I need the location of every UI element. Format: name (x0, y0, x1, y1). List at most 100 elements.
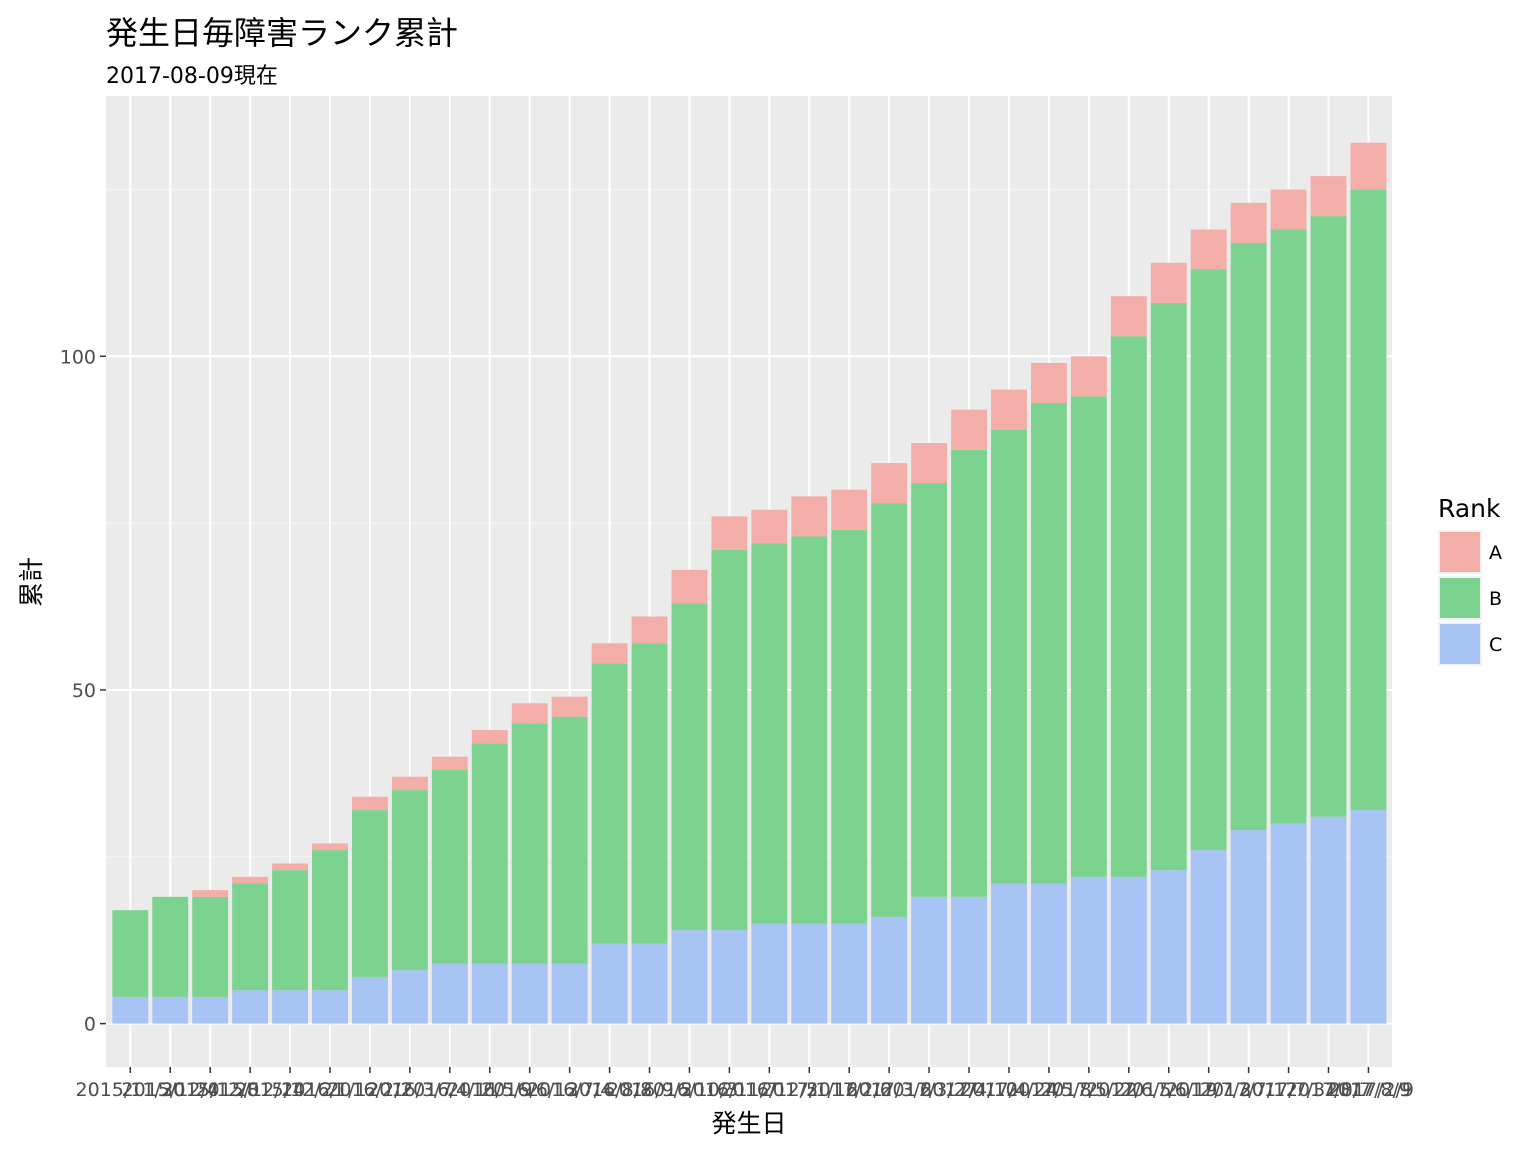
bar-c-13 (592, 944, 628, 1024)
legend-label-a: A (1489, 542, 1502, 564)
y-tick-label: 0 (84, 1014, 96, 1036)
bar-a-17 (751, 510, 787, 543)
bar-a-12 (552, 697, 588, 717)
bar-c-4 (232, 990, 268, 1023)
bar-b-29 (1231, 243, 1267, 830)
bar-a-18 (791, 496, 827, 536)
bar-b-22 (951, 450, 987, 897)
bar-b-27 (1151, 303, 1187, 870)
bar-b-12 (552, 717, 588, 964)
bar-c-19 (831, 924, 867, 1024)
bar-b-17 (751, 543, 787, 923)
bar-c-25 (1071, 877, 1107, 1024)
bar-c-17 (751, 924, 787, 1024)
bar-c-20 (871, 917, 907, 1024)
bar-c-14 (632, 944, 668, 1024)
bar-b-13 (592, 663, 628, 943)
legend-key-b (1440, 578, 1480, 618)
bar-b-32 (1350, 189, 1386, 810)
bar-c-11 (512, 964, 548, 1024)
bar-a-26 (1111, 296, 1147, 336)
x-axis-title: 発生日 (711, 1109, 786, 1138)
bar-a-23 (991, 390, 1027, 430)
bar-b-1 (112, 910, 148, 997)
bar-b-3 (192, 897, 228, 997)
bar-b-19 (831, 530, 867, 924)
bar-a-10 (472, 730, 508, 743)
bar-a-22 (951, 410, 987, 450)
bar-a-6 (312, 843, 348, 850)
bar-c-31 (1311, 817, 1347, 1024)
bar-c-15 (672, 930, 708, 1023)
x-axis: 2015/11/302015/12/42015/12/82015/12/1420… (76, 1067, 1414, 1101)
bar-a-25 (1071, 356, 1107, 396)
bar-c-24 (1031, 883, 1067, 1023)
bar-c-29 (1231, 830, 1267, 1024)
bar-c-23 (991, 883, 1027, 1023)
bar-c-6 (312, 990, 348, 1023)
bar-a-3 (192, 890, 228, 897)
bar-a-24 (1031, 363, 1067, 403)
legend-key-a (1440, 532, 1480, 572)
bar-a-32 (1350, 143, 1386, 190)
legend: Rank A B C (1438, 494, 1502, 666)
bar-c-12 (552, 964, 588, 1024)
legend-label-b: B (1489, 588, 1502, 610)
bar-b-14 (632, 643, 668, 943)
bar-b-8 (392, 790, 428, 970)
bar-a-31 (1311, 176, 1347, 216)
bar-b-4 (232, 883, 268, 990)
bar-a-27 (1151, 263, 1187, 303)
bar-c-16 (711, 930, 747, 1023)
bar-b-23 (991, 430, 1027, 884)
bar-b-11 (512, 723, 548, 963)
bar-a-4 (232, 877, 268, 884)
bar-c-5 (272, 990, 308, 1023)
bar-b-5 (272, 870, 308, 990)
bar-c-1 (112, 997, 148, 1024)
bar-a-8 (392, 777, 428, 790)
bar-c-9 (432, 964, 468, 1024)
bar-a-16 (711, 516, 747, 549)
bar-c-30 (1271, 823, 1307, 1023)
bar-b-18 (791, 536, 827, 923)
x-tick-label-visible: 2017/2/9 (1329, 1079, 1414, 1101)
bar-c-28 (1191, 850, 1227, 1024)
bar-b-25 (1071, 396, 1107, 876)
bar-c-21 (911, 897, 947, 1024)
bar-b-30 (1271, 229, 1307, 823)
bar-c-32 (1350, 810, 1386, 1024)
bar-a-15 (672, 570, 708, 603)
bar-a-20 (871, 463, 907, 503)
bar-b-2 (152, 897, 188, 997)
bar-b-10 (472, 743, 508, 963)
bar-a-29 (1231, 203, 1267, 243)
bar-b-16 (711, 550, 747, 930)
bar-b-21 (911, 483, 947, 897)
bar-a-11 (512, 703, 548, 723)
bar-a-28 (1191, 229, 1227, 269)
legend-key-c (1440, 624, 1480, 664)
y-tick-label: 100 (60, 346, 96, 368)
bar-c-26 (1111, 877, 1147, 1024)
bar-c-22 (951, 897, 987, 1024)
bar-a-14 (632, 617, 668, 644)
bar-a-19 (831, 490, 867, 530)
bar-a-7 (352, 797, 388, 810)
bar-b-26 (1111, 336, 1147, 877)
y-axis: 0 50 100 (60, 346, 106, 1035)
bar-b-20 (871, 503, 907, 917)
bar-a-13 (592, 643, 628, 663)
bar-c-18 (791, 924, 827, 1024)
bar-b-24 (1031, 403, 1067, 883)
bar-c-27 (1151, 870, 1187, 1023)
bar-c-7 (352, 977, 388, 1024)
legend-label-c: C (1489, 634, 1502, 656)
bar-a-21 (911, 443, 947, 483)
bar-b-9 (432, 770, 468, 964)
bar-a-30 (1271, 189, 1307, 229)
bar-a-5 (272, 863, 308, 870)
bar-c-3 (192, 997, 228, 1024)
bar-a-9 (432, 757, 468, 770)
